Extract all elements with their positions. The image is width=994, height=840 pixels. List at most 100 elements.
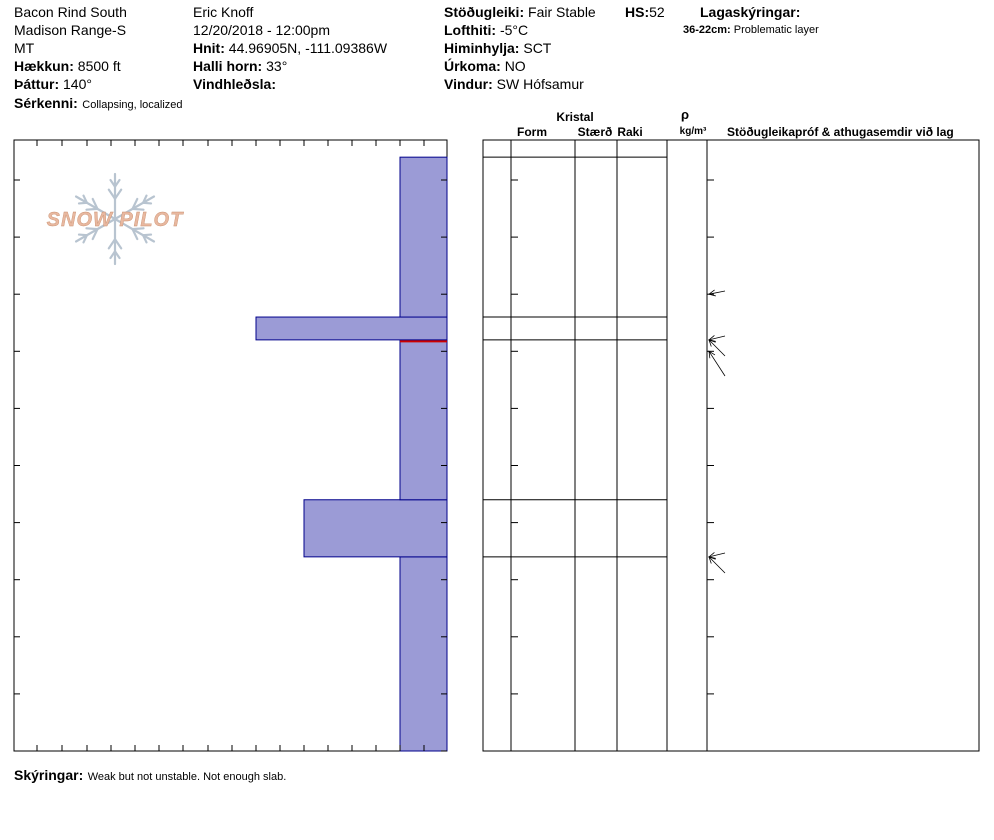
flake-branch-3-1-1 — [109, 250, 117, 260]
flake-branch-3-1-0 — [113, 250, 121, 260]
elevation-label: Hækkun: — [14, 58, 74, 74]
test-leader-2 — [708, 339, 726, 357]
flake-branch-2-0-1 — [85, 227, 99, 231]
depth-axis — [14, 179, 447, 752]
flake-branch-5-0-1 — [131, 207, 145, 211]
hardness-bars — [255, 156, 448, 752]
test-arrow-3 — [708, 350, 716, 359]
footer-notes: Skýringar: Weak but not unstable. Not en… — [14, 768, 286, 784]
wind-label: Vindur: — [444, 76, 493, 92]
table-depth-ticks — [511, 179, 714, 752]
flake-branch-5-1-0 — [141, 194, 148, 204]
flake-branch-4-1-0 — [141, 233, 153, 237]
precip-label: Úrkoma: — [444, 58, 501, 74]
stability-label: Stöðugleiki: — [444, 4, 525, 20]
test-leader-0 — [708, 290, 726, 295]
hardness-layer-4 — [399, 156, 448, 318]
flake-branch-0-1-1 — [113, 178, 121, 188]
flake-branch-0-1-0 — [109, 178, 117, 188]
flake-branch-0-0-1 — [113, 188, 123, 200]
aspect-value: 140° — [63, 76, 92, 92]
flake-branch-0-0-0 — [107, 188, 117, 200]
layer-notes-value: Problematic layer — [733, 24, 819, 36]
slope-label: Halli horn: — [193, 58, 263, 74]
observer-name: Eric Knoff — [193, 4, 254, 20]
flake-branch-3-0-1 — [107, 238, 117, 250]
snow-height: HS:52 — [625, 5, 665, 19]
hardness-layer-1 — [303, 499, 448, 558]
crystal-header: Kristal — [556, 110, 593, 124]
flake-branch-5-1-1 — [141, 201, 153, 205]
test-leader-5 — [708, 556, 726, 574]
aspect: Þáttur: 140° — [14, 77, 92, 91]
features: Sérkenni: Collapsing, localized — [14, 96, 183, 112]
hardness-layer-3 — [255, 316, 448, 341]
notes-value: Weak but not unstable. Not enough slab. — [87, 771, 287, 783]
test-leader-1 — [708, 335, 726, 341]
wind: Vindur: SW Hófsamur — [444, 77, 584, 91]
precip-value: NO — [504, 58, 526, 74]
crystal-table-frame — [482, 139, 980, 752]
coords-label: Hnit: — [193, 40, 225, 56]
hardness-layer-2 — [399, 339, 448, 501]
snowflake-icon — [74, 172, 156, 266]
precipitation: Úrkoma: NO — [444, 59, 526, 73]
elevation-value: 8500 ft — [77, 58, 121, 74]
flake-arm-1 — [74, 195, 117, 221]
flake-branch-1-1-0 — [77, 201, 89, 205]
sky-label: Himinhylja: — [444, 40, 520, 56]
flake-branch-1-0-1 — [91, 197, 99, 210]
sky-cover: Himinhylja: SCT — [444, 41, 551, 55]
elevation: Hækkun: 8500 ft — [14, 59, 121, 73]
slope-value: 33° — [266, 58, 288, 74]
stability: Stöðugleiki: Fair Stable — [444, 5, 596, 19]
sky-value: SCT — [523, 40, 552, 56]
coords-value: 44.96905N, -111.09386W — [228, 40, 388, 56]
features-label: Sérkenni: — [14, 95, 78, 111]
air-temperature: Lofthiti: -5°C — [444, 23, 528, 37]
flake-arm-5 — [113, 195, 156, 221]
flake-branch-2-0-0 — [91, 228, 99, 241]
flake-branch-2-1-1 — [77, 233, 89, 237]
density-header: kg/m³ — [680, 126, 707, 137]
flake-branch-3-0-0 — [113, 238, 123, 250]
flake-branch-2-1-0 — [82, 234, 89, 244]
hardness-axis — [13, 140, 425, 751]
tests-header: Stöðugleikapróf & athugasemdir við lag — [727, 125, 954, 139]
range-name: Madison Range-S — [14, 22, 127, 38]
layer-notes: 36-22cm: Problematic layer — [683, 25, 819, 36]
test-leader-4 — [708, 552, 726, 558]
layer-notes-range: 36-22cm: — [683, 24, 731, 36]
rho-header: ρ — [681, 107, 689, 122]
layer-boundary-lines — [483, 156, 667, 558]
test-leader-3 — [708, 351, 726, 377]
logo-text: SNOW PILOT — [47, 209, 184, 231]
flake-branch-1-1-1 — [82, 194, 89, 204]
aspect-label: Þáttur: — [14, 76, 60, 92]
stability-tests — [708, 289, 726, 574]
notes-label: Skýringar: — [14, 767, 84, 783]
hs-label: HS: — [625, 4, 650, 20]
flake-branch-4-1-1 — [141, 234, 148, 244]
coordinates: Hnit: 44.96905N, -111.09386W — [193, 41, 387, 55]
state-name: MT — [14, 40, 35, 56]
snowpilot-logo: SNOW PILOT — [46, 172, 184, 266]
stability-value: Fair Stable — [528, 4, 596, 20]
flake-branch-1-0-0 — [85, 207, 99, 211]
flake-branch-4-0-0 — [131, 227, 145, 231]
layer-notes-label: Lagaskýringar: — [700, 4, 801, 20]
hs-value: 52 — [649, 4, 665, 20]
test-arrow-0 — [708, 289, 716, 297]
test-arrow-5 — [708, 556, 716, 564]
air-temp-label: Lofthiti: — [444, 22, 497, 38]
hardness-chart-frame — [13, 139, 448, 752]
slope-angle: Halli horn: 33° — [193, 59, 287, 73]
size-header: Stærð — [578, 125, 613, 139]
observation-datetime: 12/20/2018 - 12:00pm — [193, 22, 330, 38]
flake-arm-4 — [113, 217, 156, 243]
location-name: Bacon Rind South — [14, 4, 127, 20]
features-value: Collapsing, localized — [82, 99, 183, 111]
snow-profile-chart: SNOW PILOT Kristal Form Stærð Raki ρ kg/… — [13, 107, 980, 752]
flake-branch-5-0-0 — [131, 197, 139, 210]
air-temp-value: -5°C — [499, 22, 529, 38]
